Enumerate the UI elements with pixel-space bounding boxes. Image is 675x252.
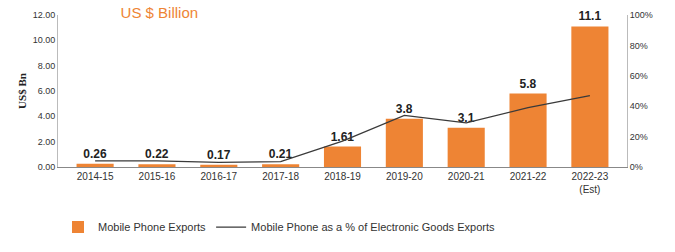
svg-text:0.22: 0.22 bbox=[145, 147, 169, 161]
svg-text:0.26: 0.26 bbox=[83, 147, 107, 161]
svg-text:5.8: 5.8 bbox=[520, 77, 537, 91]
svg-text:0.21: 0.21 bbox=[269, 147, 293, 161]
svg-text:2021-22: 2021-22 bbox=[510, 171, 547, 182]
svg-text:2019-20: 2019-20 bbox=[386, 171, 423, 182]
svg-text:2016-17: 2016-17 bbox=[200, 171, 237, 182]
svg-text:US$ Bn: US$ Bn bbox=[16, 73, 28, 109]
svg-text:Mobile Phone as a % of Electro: Mobile Phone as a % of Electronic Goods … bbox=[251, 221, 495, 233]
svg-text:2.00: 2.00 bbox=[38, 137, 56, 147]
svg-text:20%: 20% bbox=[630, 132, 648, 142]
svg-text:0.17: 0.17 bbox=[207, 148, 231, 162]
svg-text:2015-16: 2015-16 bbox=[139, 171, 176, 182]
svg-text:0%: 0% bbox=[630, 162, 643, 172]
svg-text:40%: 40% bbox=[630, 101, 648, 111]
svg-text:8.00: 8.00 bbox=[38, 61, 56, 71]
svg-text:2020-21: 2020-21 bbox=[448, 171, 485, 182]
svg-text:4.00: 4.00 bbox=[38, 111, 56, 121]
svg-text:3.8: 3.8 bbox=[396, 102, 413, 116]
svg-text:12.00: 12.00 bbox=[33, 10, 56, 20]
svg-text:11.1: 11.1 bbox=[578, 9, 601, 23]
svg-text:2017-18: 2017-18 bbox=[262, 171, 299, 182]
svg-text:80%: 80% bbox=[630, 41, 648, 51]
svg-text:2022-23(Est): 2022-23(Est) bbox=[572, 171, 609, 195]
svg-text:3.1: 3.1 bbox=[458, 111, 475, 125]
svg-text:2018-19: 2018-19 bbox=[324, 171, 361, 182]
svg-text:Mobile Phone Exports: Mobile Phone Exports bbox=[98, 221, 206, 233]
svg-text:10.00: 10.00 bbox=[33, 35, 56, 45]
svg-text:60%: 60% bbox=[630, 71, 648, 81]
svg-text:100%: 100% bbox=[630, 10, 653, 20]
svg-text:US $ Billion: US $ Billion bbox=[121, 4, 199, 21]
svg-text:0.00: 0.00 bbox=[38, 162, 56, 172]
svg-text:6.00: 6.00 bbox=[38, 86, 56, 96]
svg-text:2014-15: 2014-15 bbox=[77, 171, 114, 182]
svg-text:1.61: 1.61 bbox=[331, 130, 355, 144]
